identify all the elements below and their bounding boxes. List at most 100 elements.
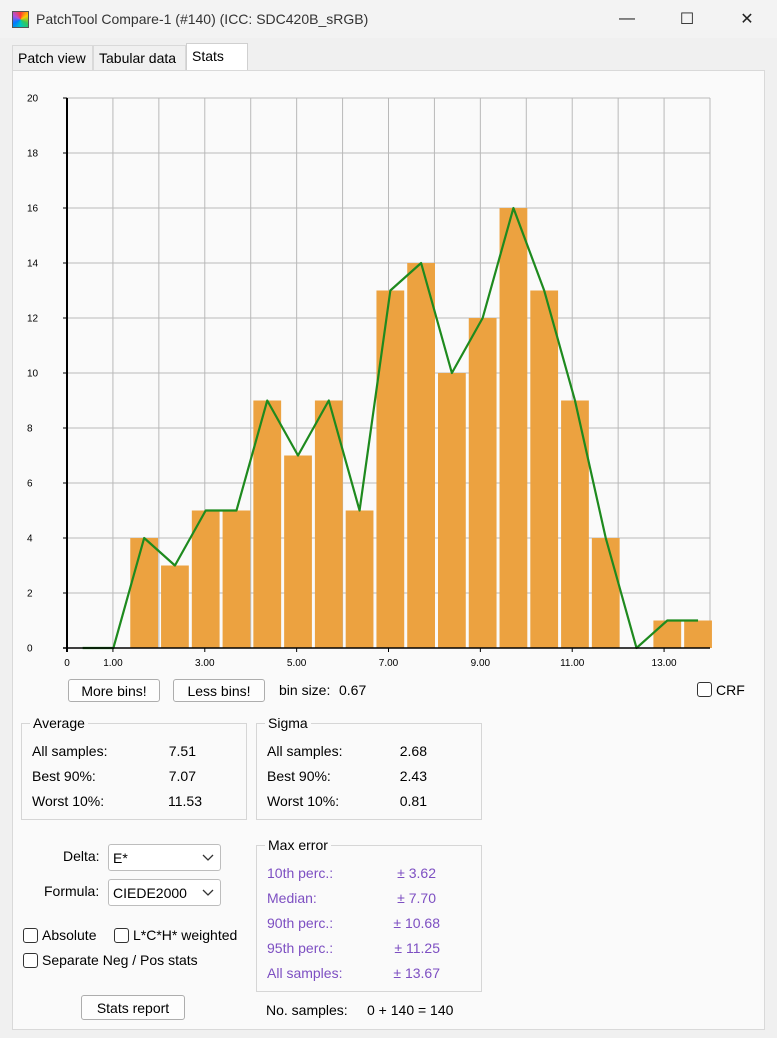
histogram-bar (437, 373, 466, 648)
perc90-label: 90th perc.: (267, 915, 334, 931)
x-tick-label: 13.00 (652, 658, 677, 669)
samples-value: 0 + 140 = 140 (367, 1002, 454, 1018)
bin-size-value: 0.67 (339, 682, 367, 698)
y-tick-label: 18 (27, 149, 39, 160)
lch-weighted-checkbox[interactable] (114, 928, 129, 943)
average-all-value: 7.51 (168, 743, 196, 759)
formula-select-value: CIEDE2000 (113, 885, 187, 901)
lch-weighted-label: L*C*H* weighted (133, 927, 238, 943)
max-error-group: Max error 10th perc.: ± 3.62 Median: ± 7… (256, 837, 482, 992)
histogram-bar (345, 510, 374, 648)
tab-tabular-data[interactable]: Tabular data (93, 45, 186, 71)
median-label: Median: (267, 890, 317, 906)
histogram-bar (253, 400, 282, 648)
histogram-bar (130, 538, 159, 648)
chart-y-ticks: 0 2 4 6 8 10 12 14 16 18 20 (27, 94, 67, 655)
perc95-label: 95th perc.: (267, 940, 334, 956)
histogram-bar (376, 290, 405, 648)
crf-checkbox[interactable] (697, 682, 712, 697)
chevron-down-icon (202, 889, 214, 896)
maximize-button[interactable]: ☐ (657, 0, 717, 38)
close-button[interactable]: ✕ (717, 0, 777, 38)
delta-select[interactable]: E* (108, 844, 221, 871)
sigma-title: Sigma (265, 715, 311, 731)
formula-label: Formula: (44, 883, 100, 899)
perc90-value: ± 10.68 (393, 915, 440, 931)
histogram-bar (591, 538, 620, 648)
histogram-bar (407, 263, 435, 648)
x-tick-label: 7.00 (379, 658, 399, 669)
stats-panel: 0 2 4 6 8 10 12 14 16 18 20 0 1.00 3.00 5.00 7.00 9.00 1… (12, 70, 765, 1030)
y-tick-label: 2 (27, 589, 33, 600)
sigma-worst-label: Worst 10%: (267, 793, 340, 809)
histogram-bar (314, 400, 343, 648)
median-value: ± 7.70 (397, 890, 436, 906)
separate-neg-pos-checkbox[interactable] (23, 953, 38, 968)
minimize-button[interactable]: — (597, 0, 657, 38)
crf-label: CRF (716, 682, 745, 698)
maximize-icon: ☐ (679, 11, 695, 28)
absolute-label: Absolute (42, 927, 97, 943)
separate-neg-pos-label: Separate Neg / Pos stats (42, 952, 198, 968)
perc10-label: 10th perc.: (267, 865, 334, 881)
average-worst-label: Worst 10%: (32, 793, 105, 809)
perc95-value: ± 11.25 (394, 940, 440, 956)
y-tick-label: 20 (27, 94, 39, 105)
histogram-bar (684, 620, 712, 648)
max-error-title: Max error (265, 837, 331, 853)
delta-label: Delta: (63, 848, 100, 864)
frequency-line (82, 206, 699, 650)
app-icon (12, 11, 29, 28)
average-best-label: Best 90%: (32, 768, 96, 784)
y-tick-label: 14 (27, 259, 39, 270)
histogram-bar (222, 510, 251, 648)
histogram-bar (499, 208, 528, 648)
histogram-bar (561, 400, 589, 648)
sigma-best-value: 2.43 (399, 768, 427, 784)
y-tick-label: 8 (27, 424, 33, 435)
close-icon: ✕ (740, 11, 754, 28)
chevron-down-icon (202, 854, 214, 861)
formula-select[interactable]: CIEDE2000 (108, 879, 221, 906)
perc10-value: ± 3.62 (397, 865, 436, 881)
more-bins-button[interactable]: More bins! (68, 679, 160, 702)
y-tick-label: 10 (27, 369, 39, 380)
histogram-bar (284, 455, 312, 648)
tab-patch-view[interactable]: Patch view (12, 45, 93, 71)
sigma-best-label: Best 90%: (267, 768, 331, 784)
absolute-checkbox[interactable] (23, 928, 38, 943)
x-tick-label: 9.00 (471, 658, 491, 669)
chart-bars (130, 208, 712, 648)
stats-report-button[interactable]: Stats report (81, 995, 185, 1020)
histogram-bar (530, 290, 559, 648)
max-all-label: All samples: (267, 965, 343, 981)
average-all-label: All samples: (32, 743, 108, 759)
sigma-all-label: All samples: (267, 743, 343, 759)
histogram-bar (191, 510, 220, 648)
histogram-bar (653, 620, 682, 648)
histogram-bar (468, 318, 497, 648)
chart-line (82, 206, 699, 650)
window-title: PatchTool Compare-1 (#140) (ICC: SDC420B… (36, 11, 369, 27)
bin-size-label: bin size: (279, 682, 331, 698)
delta-select-value: E* (113, 850, 128, 866)
samples-label: No. samples: (266, 1002, 348, 1018)
title-bar: PatchTool Compare-1 (#140) (ICC: SDC420B… (0, 0, 777, 38)
chart-axes (63, 98, 710, 652)
sigma-worst-value: 0.81 (399, 793, 427, 809)
x-tick-label: 1.00 (103, 658, 123, 669)
y-tick-label: 12 (27, 314, 39, 325)
average-best-value: 7.07 (168, 768, 196, 784)
x-tick-label: 5.00 (287, 658, 307, 669)
less-bins-button[interactable]: Less bins! (173, 679, 265, 702)
tab-stats[interactable]: Stats (186, 43, 248, 71)
sigma-all-value: 2.68 (399, 743, 427, 759)
max-all-value: ± 13.67 (393, 965, 440, 981)
histogram-bar (161, 565, 189, 648)
x-tick-label: 3.00 (195, 658, 215, 669)
minimize-icon: — (619, 10, 635, 27)
x-tick-label: 0 (64, 658, 70, 669)
average-group: Average All samples: 7.51 Best 90%: 7.07… (21, 715, 247, 820)
chart-x-ticks: 0 1.00 3.00 5.00 7.00 9.00 11.00 13.00 (64, 648, 677, 669)
y-tick-label: 0 (27, 644, 33, 655)
